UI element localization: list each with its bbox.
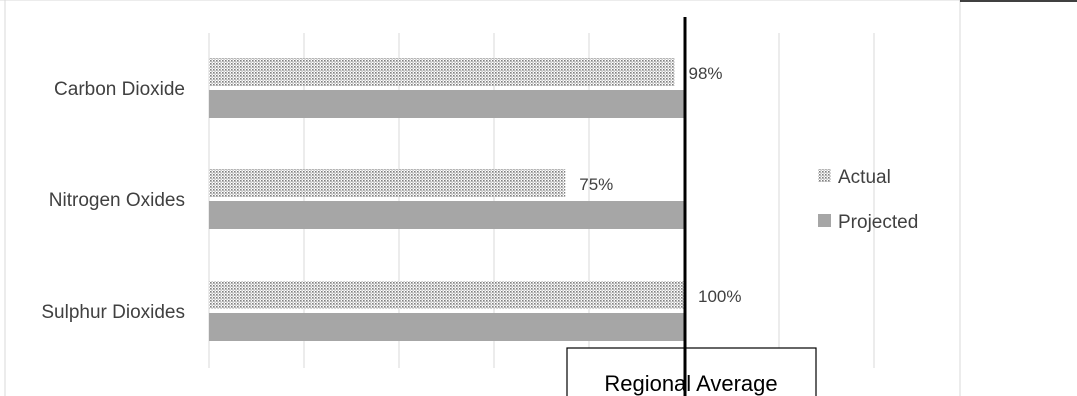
legend-swatch-actual — [818, 169, 831, 182]
reference-line-label: Regional Average — [604, 371, 777, 396]
legend-label-projected: Projected — [838, 212, 918, 233]
category-label-carbon-dioxide: Carbon Dioxide — [54, 79, 185, 100]
data-label-actual-carbon-dioxide: 98% — [689, 64, 723, 83]
data-label-actual-sulphur-dioxides: 100% — [698, 287, 741, 306]
bar-actual-carbon-dioxide — [209, 58, 675, 86]
category-labels: Carbon Dioxide Nitrogen Oxides Sulphur Dio… — [41, 79, 185, 323]
reference-line-group: Regional Average — [566, 17, 817, 396]
legend-label-actual: Actual — [838, 167, 891, 188]
bar-projected-carbon-dioxide — [209, 90, 684, 118]
bar-projected-sulphur-dioxides — [209, 313, 684, 341]
bars — [209, 58, 684, 341]
reference-label-box — [566, 347, 817, 396]
data-label-actual-nitrogen-oxides: 75% — [579, 175, 613, 194]
legend: Actual Projected — [818, 167, 918, 233]
category-label-nitrogen-oxides: Nitrogen Oxides — [49, 190, 185, 211]
data-labels: 98% 75% 100% — [579, 64, 741, 306]
bar-actual-sulphur-dioxides — [209, 281, 684, 309]
legend-swatch-projected — [818, 214, 831, 227]
category-label-sulphur-dioxides: Sulphur Dioxides — [41, 302, 185, 323]
bar-actual-nitrogen-oxides — [209, 169, 566, 197]
bar-projected-nitrogen-oxides — [209, 201, 684, 229]
